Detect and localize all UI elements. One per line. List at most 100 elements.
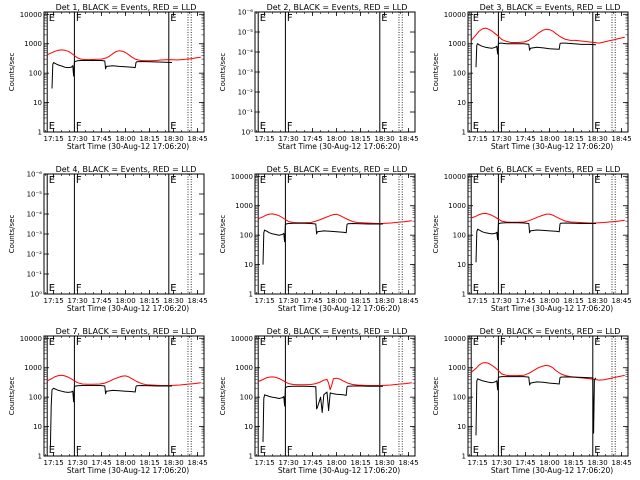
x-tick-label: 17:30	[68, 135, 88, 143]
x-tick-label: 18:00	[327, 459, 347, 467]
event-marker-label-bottom: F	[500, 283, 506, 294]
y-tick-label: 100	[29, 70, 42, 78]
y-tick-label: 10⁻⁶	[238, 9, 254, 17]
x-tick-label: 18:45	[188, 135, 208, 143]
y-tick-label: 100	[453, 232, 466, 240]
x-tick-label: 17:30	[492, 459, 512, 467]
y-tick-label: 10⁻³	[27, 231, 43, 239]
y-tick-label: 10000	[444, 11, 466, 19]
x-tick-label: 18:15	[564, 459, 584, 467]
series-group	[46, 49, 201, 89]
x-axis-label: Start Time (30-Aug-12 17:06:20)	[278, 466, 400, 475]
x-tick-label: 18:15	[140, 459, 160, 467]
x-tick-label: 17:30	[68, 297, 88, 305]
x-tick-label: 18:00	[540, 459, 560, 467]
event-marker-label-bottom: E	[594, 445, 600, 456]
x-tick-label: 18:45	[399, 297, 419, 305]
plot-frame	[254, 335, 416, 457]
x-tick-label: 18:00	[116, 297, 136, 305]
x-tick-label: 17:45	[516, 459, 536, 467]
event-marker-label-top: E	[260, 337, 266, 348]
y-tick-label: 10	[244, 423, 253, 431]
panel-title: Det 6, BLACK = Events, RED = LLD	[480, 165, 621, 174]
x-tick-label: 18:00	[540, 135, 560, 143]
x-tick-label: 17:45	[516, 297, 536, 305]
detector-panel-3: Det 3, BLACK = Events, RED = LLD 17:15 17:…	[432, 3, 632, 151]
y-axis-label: Counts/sec	[219, 377, 227, 416]
x-tick-label: 18:45	[612, 459, 632, 467]
panel-title: Det 9, BLACK = Events, RED = LLD	[480, 327, 621, 336]
lld-series-line	[470, 362, 625, 381]
x-axis-label: Start Time (30-Aug-12 17:06:20)	[67, 142, 189, 151]
y-tick-label: 10⁻⁵	[27, 191, 43, 199]
y-tick-label: 100	[240, 394, 253, 402]
plot-frame	[254, 173, 416, 295]
event-marker-label-top: F	[500, 337, 506, 348]
y-tick-label: 1000	[448, 202, 466, 210]
series-group	[470, 362, 625, 436]
x-axis-label: Start Time (30-Aug-12 17:06:20)	[67, 304, 189, 313]
x-axis-label: Start Time (30-Aug-12 17:06:20)	[491, 142, 613, 151]
event-marker-label-top: E	[170, 175, 176, 186]
lld-series-line	[258, 376, 412, 391]
x-tick-label: 17:30	[279, 135, 299, 143]
x-tick-label: 17:30	[68, 459, 88, 467]
x-tick-label: 17:45	[303, 297, 323, 305]
y-axis-label: Counts/sec	[432, 53, 440, 92]
plot-frame	[43, 11, 205, 133]
event-marker-label-bottom: E	[473, 121, 479, 132]
panel-title: Det 3, BLACK = Events, RED = LLD	[480, 3, 621, 12]
panel-title: Det 5, BLACK = Events, RED = LLD	[267, 165, 408, 174]
event-marker-label-top: E	[594, 175, 600, 186]
y-tick-label: 10000	[20, 335, 42, 343]
event-marker-label-top: F	[76, 13, 82, 24]
event-marker-label-bottom: F	[76, 445, 82, 456]
event-marker-label-top: E	[260, 175, 266, 186]
y-tick-label: 1	[462, 453, 466, 461]
y-tick-label: 1000	[24, 40, 42, 48]
y-tick-label: 10000	[444, 335, 466, 343]
x-axis-label: Start Time (30-Aug-12 17:06:20)	[491, 304, 613, 313]
x-tick-label: 17:15	[44, 135, 64, 143]
x-tick-label: 18:45	[612, 135, 632, 143]
x-tick-label: 17:15	[255, 459, 275, 467]
y-tick-label: 10⁻²	[238, 89, 254, 97]
x-tick-label: 18:30	[164, 297, 184, 305]
events-series-line	[49, 385, 172, 448]
events-series-line	[262, 385, 383, 443]
event-marker-label-top: E	[49, 337, 55, 348]
detector-panel-4: Det 4, BLACK = Events, RED = LLD 17:15 17:…	[8, 165, 208, 313]
y-axis-label: Counts/sec	[8, 53, 16, 92]
lld-series-line	[46, 374, 201, 386]
x-tick-label: 18:30	[375, 135, 395, 143]
x-tick-label: 18:30	[375, 297, 395, 305]
x-tick-label: 17:15	[255, 135, 275, 143]
events-series-line	[262, 222, 383, 265]
y-tick-label: 10⁻¹	[27, 271, 43, 279]
y-axis-label: Counts/sec	[432, 377, 440, 416]
event-marker-label-top: E	[49, 175, 55, 186]
event-marker-label-top: E	[594, 13, 600, 24]
x-tick-label: 18:30	[588, 297, 608, 305]
event-marker-label-bottom: F	[76, 283, 82, 294]
x-tick-label: 17:15	[468, 297, 488, 305]
x-tick-label: 18:00	[540, 297, 560, 305]
event-marker-label-top: E	[473, 337, 479, 348]
x-tick-label: 17:15	[44, 297, 64, 305]
event-marker-label-bottom: F	[287, 121, 293, 132]
panel-title: Det 4, BLACK = Events, RED = LLD	[56, 165, 197, 174]
event-marker-label-bottom: E	[381, 283, 387, 294]
x-tick-label: 17:45	[92, 459, 112, 467]
x-tick-label: 17:15	[468, 135, 488, 143]
event-marker-label-bottom: E	[260, 445, 266, 456]
x-tick-label: 18:15	[351, 297, 371, 305]
x-tick-label: 18:45	[399, 459, 419, 467]
x-tick-label: 18:00	[116, 135, 136, 143]
y-tick-label: 10⁰	[241, 129, 253, 137]
x-tick-label: 17:30	[492, 297, 512, 305]
x-tick-label: 17:45	[516, 135, 536, 143]
series-group	[470, 27, 625, 68]
events-series-line	[475, 222, 596, 263]
y-tick-label: 10000	[444, 173, 466, 181]
x-tick-label: 18:15	[140, 297, 160, 305]
